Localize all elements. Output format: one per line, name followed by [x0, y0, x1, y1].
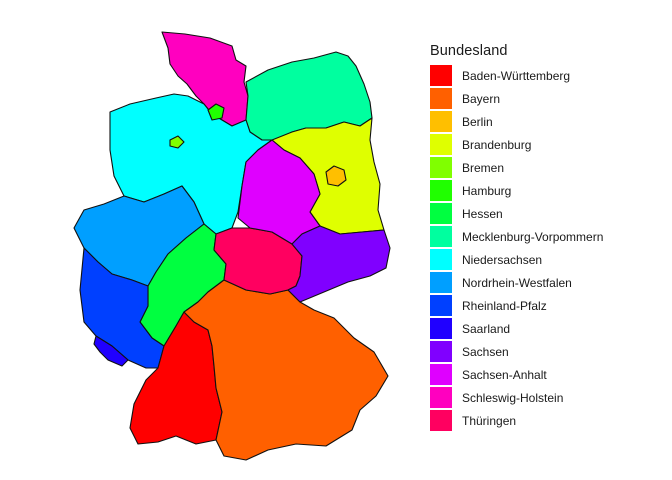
legend-item-brandenburg: Brandenburg — [430, 133, 650, 156]
legend-item-bayern: Bayern — [430, 87, 650, 110]
legend-label-rheinland-pfalz: Rheinland-Pfalz — [462, 298, 547, 313]
legend-item-schleswig-holstein: Schleswig-Holstein — [430, 386, 650, 409]
legend-item-berlin: Berlin — [430, 110, 650, 133]
legend-label-brandenburg: Brandenburg — [462, 137, 532, 152]
legend-swatch-brandenburg — [430, 134, 452, 155]
legend-swatch-sachsen — [430, 341, 452, 362]
legend-label-bremen: Bremen — [462, 160, 505, 175]
legend-swatch-baden-wuerttemberg — [430, 65, 452, 86]
legend-item-bremen: Bremen — [430, 156, 650, 179]
legend-label-hamburg: Hamburg — [462, 183, 512, 198]
legend-label-sachsen: Sachsen — [462, 344, 509, 359]
map-region-sachsen[interactable] — [287, 225, 391, 303]
legend-swatch-schleswig-holstein — [430, 387, 452, 408]
legend-label-mecklenburg-vorpommern: Mecklenburg-Vorpommern — [462, 229, 604, 244]
legend-item-saarland: Saarland — [430, 317, 650, 340]
legend-swatch-berlin — [430, 111, 452, 132]
legend-label-niedersachsen: Niedersachsen — [462, 252, 543, 267]
legend-swatch-niedersachsen — [430, 249, 452, 270]
legend-swatch-nordrhein-westfalen — [430, 272, 452, 293]
legend-item-mecklenburg-vorpommern: Mecklenburg-Vorpommern — [430, 225, 650, 248]
legend-item-sachsen: Sachsen — [430, 340, 650, 363]
legend-item-nordrhein-westfalen: Nordrhein-Westfalen — [430, 271, 650, 294]
legend-item-rheinland-pfalz: Rheinland-Pfalz — [430, 294, 650, 317]
legend-label-thueringen: Thüringen — [462, 413, 517, 428]
map-legend: Bundesland Baden-Württemberg Bayern Berlin… — [430, 43, 650, 432]
legend-swatch-hamburg — [430, 180, 452, 201]
legend-swatch-bayern — [430, 88, 452, 109]
legend-label-berlin: Berlin — [462, 114, 493, 129]
legend-label-schleswig-holstein: Schleswig-Holstein — [462, 390, 564, 405]
legend-label-baden-wuerttemberg: Baden-Württemberg — [462, 68, 571, 83]
legend-item-baden-wuerttemberg: Baden-Württemberg — [430, 64, 650, 87]
legend-swatch-thueringen — [430, 410, 452, 431]
map-region-saarland[interactable] — [93, 335, 129, 367]
legend-swatch-saarland — [430, 318, 452, 339]
map-region-berlin[interactable] — [325, 165, 347, 187]
legend-label-hessen: Hessen — [462, 206, 503, 221]
legend-item-niedersachsen: Niedersachsen — [430, 248, 650, 271]
legend-label-bayern: Bayern — [462, 91, 501, 106]
legend-item-thueringen: Thüringen — [430, 409, 650, 432]
legend-label-nordrhein-westfalen: Nordrhein-Westfalen — [462, 275, 572, 290]
legend-items: Baden-Württemberg Bayern Berlin Brandenburg… — [430, 64, 650, 432]
legend-label-sachsen-anhalt: Sachsen-Anhalt — [462, 367, 547, 382]
legend-swatch-rheinland-pfalz — [430, 295, 452, 316]
map-region-hamburg[interactable] — [207, 103, 225, 121]
legend-swatch-mecklenburg-vorpommern — [430, 226, 452, 247]
map-region-bremen[interactable] — [169, 135, 185, 149]
legend-item-hamburg: Hamburg — [430, 179, 650, 202]
legend-item-sachsen-anhalt: Sachsen-Anhalt — [430, 363, 650, 386]
legend-swatch-hessen — [430, 203, 452, 224]
legend-label-saarland: Saarland — [462, 321, 511, 336]
legend-swatch-bremen — [430, 157, 452, 178]
legend-swatch-sachsen-anhalt — [430, 364, 452, 385]
legend-title: Bundesland — [430, 43, 508, 59]
legend-item-hessen: Hessen — [430, 202, 650, 225]
